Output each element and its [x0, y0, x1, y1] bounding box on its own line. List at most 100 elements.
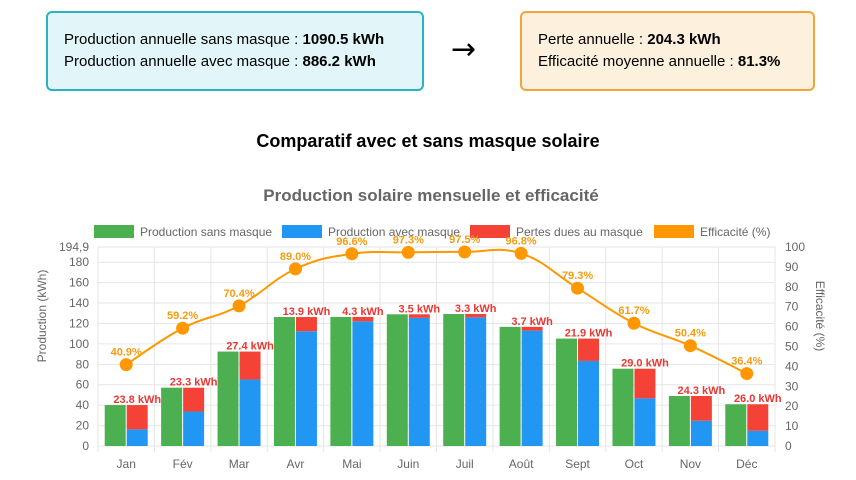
loss-data-label: 23.8 kWh [113, 394, 161, 406]
legend-swatch [94, 225, 134, 238]
efficiency-point [176, 321, 190, 335]
chart-bars [104, 313, 769, 446]
y2-tick-label: 70 [785, 300, 799, 314]
production-without-mask-value: 1090.5 kWh [302, 31, 385, 48]
efficiency-data-label: 50.4% [675, 328, 706, 340]
bar-loss-due-to-mask [521, 326, 543, 331]
efficiency-data-label: 97.5% [449, 234, 480, 246]
loss-data-label: 13.9 kWh [283, 306, 331, 318]
y-axis-left-label: Production (kWh) [35, 270, 49, 363]
bar-production-without-mask [612, 368, 634, 446]
bar-production-with-mask [408, 317, 430, 446]
bar-loss-due-to-mask [183, 387, 205, 412]
x-tick-label: Mar [229, 457, 250, 471]
bar-loss-due-to-mask [747, 404, 769, 431]
bar-production-without-mask [273, 317, 295, 446]
bar-production-with-mask [239, 379, 261, 446]
y2-tick-label: 20 [785, 399, 799, 413]
efficiency-data-label: 36.4% [731, 356, 762, 368]
bar-production-without-mask [668, 395, 690, 446]
y-tick-label: 194,9 [59, 240, 89, 254]
loss-data-label: 4.3 kWh [342, 306, 384, 318]
bar-production-without-mask [386, 314, 408, 446]
bar-production-with-mask [634, 398, 656, 446]
efficiency-data-label: 79.3% [562, 270, 593, 282]
production-without-mask-line: Production annuelle sans masque : 1090.5… [64, 29, 406, 51]
x-axis-ticks: Jan Fév Mar Avr Mai Juin Juil Août Sept Oct Nov Déc [117, 457, 758, 471]
production-efficiency-chart: Production solaire mensuelle et efficaci… [35, 186, 827, 471]
efficiency-point [401, 245, 415, 259]
y2-tick-label: 90 [785, 260, 799, 274]
bar-production-with-mask [183, 411, 205, 446]
y-axis-right-ticks: 0 10 20 30 40 50 60 70 80 90 100 [785, 240, 805, 453]
y2-tick-label: 30 [785, 379, 799, 393]
y2-tick-label: 80 [785, 280, 799, 294]
legend-label: Production avec masque [328, 225, 460, 239]
average-efficiency-label: Efficacité moyenne annuelle : [538, 53, 738, 70]
loss-data-label: 29.0 kWh [621, 358, 669, 370]
loss-data-label: 27.4 kWh [226, 341, 274, 353]
bar-production-with-mask [126, 429, 148, 446]
y2-tick-label: 10 [785, 419, 799, 433]
legend-swatch [654, 225, 694, 238]
efficiency-data-label: 96.6% [336, 236, 367, 248]
legend-label: Production sans masque [140, 225, 272, 239]
average-efficiency-value: 81.3% [737, 53, 781, 70]
efficiency-data-label: 40.9% [111, 347, 142, 359]
bar-loss-due-to-mask [465, 313, 487, 318]
y2-tick-label: 60 [785, 320, 799, 334]
bar-production-without-mask [556, 338, 578, 446]
legend-label: Efficacité (%) [700, 225, 770, 239]
efficiency-point [740, 367, 754, 381]
bar-loss-due-to-mask [578, 338, 600, 361]
legend-swatch [470, 225, 510, 238]
bar-loss-due-to-mask [295, 317, 317, 332]
bar-loss-due-to-mask [690, 395, 712, 421]
efficiency-data-label: 89.0% [280, 251, 311, 263]
x-tick-label: Mai [342, 457, 361, 471]
loss-data-label: 21.9 kWh [565, 328, 613, 340]
y-tick-label: 140 [69, 296, 89, 310]
annual-loss-line: Perte annuelle : 204.3 kWh [538, 29, 797, 51]
bar-production-without-mask [217, 351, 239, 446]
chart-title: Production solaire mensuelle et efficaci… [263, 186, 598, 205]
x-tick-label: Jan [117, 457, 136, 471]
bar-production-with-mask [690, 420, 712, 446]
loss-data-label: 3.3 kWh [455, 303, 497, 315]
efficiency-point [458, 245, 472, 259]
y-tick-label: 80 [76, 357, 90, 371]
annual-production-summary-box: Production annuelle sans masque : 1090.5… [46, 11, 424, 91]
efficiency-point [119, 358, 133, 372]
y-tick-label: 0 [82, 439, 89, 453]
bar-production-without-mask [725, 404, 747, 446]
x-tick-label: Oct [625, 457, 644, 471]
x-tick-label: Août [509, 457, 534, 471]
loss-data-label: 24.3 kWh [678, 385, 726, 397]
bar-loss-due-to-mask [126, 405, 148, 430]
loss-data-labels: 23.8 kWh 23.3 kWh 27.4 kWh 13.9 kWh 4.3 kWh 3… [113, 303, 782, 406]
efficiency-point [232, 299, 246, 313]
bar-production-without-mask [443, 313, 465, 446]
annual-loss-summary-box: Perte annuelle : 204.3 kWh Efficacité mo… [520, 11, 815, 91]
bar-production-without-mask [161, 387, 183, 446]
efficiency-line-layer: 40.9% 59.2% 70.4% 89.0% 96.6% 97.3% 97.5% 96.8%… [111, 234, 763, 381]
chart-legend: Production sans masque Production avec ma… [94, 225, 770, 239]
efficiency-data-label: 59.2% [167, 310, 198, 322]
efficiency-point [288, 262, 302, 276]
production-without-mask-label: Production annuelle sans masque : [64, 31, 303, 48]
y-tick-label: 40 [76, 398, 90, 412]
legend-swatch [282, 225, 322, 238]
section-title: Comparatif avec et sans masque solaire [256, 131, 600, 151]
production-with-mask-label: Production annuelle avec masque : [64, 53, 303, 70]
y-tick-label: 20 [76, 419, 90, 433]
bar-production-with-mask [521, 330, 543, 446]
bar-production-with-mask [747, 430, 769, 446]
bar-production-without-mask [330, 316, 352, 446]
bar-production-with-mask [578, 360, 600, 446]
bar-production-with-mask [465, 317, 487, 446]
loss-data-label: 26.0 kWh [734, 393, 782, 405]
bar-production-with-mask [295, 331, 317, 446]
legend-label: Pertes dues au masque [516, 225, 643, 239]
y2-tick-label: 50 [785, 340, 799, 354]
efficiency-point [571, 281, 585, 295]
